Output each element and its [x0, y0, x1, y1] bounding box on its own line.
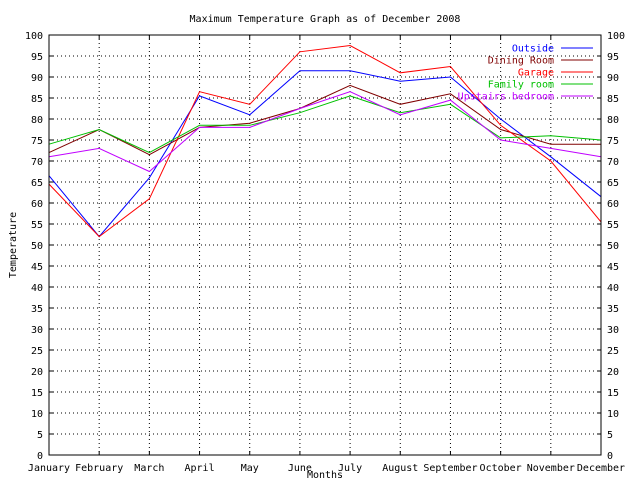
y-tick-label-left: 85 — [31, 94, 43, 105]
y-tick-label-left: 65 — [31, 178, 43, 189]
y-tick-label-left: 90 — [31, 73, 43, 84]
y-tick-label-left: 70 — [31, 157, 43, 168]
y-tick-label-right: 85 — [607, 94, 619, 105]
y-tick-label-right: 15 — [607, 388, 619, 399]
y-tick-label-left: 10 — [31, 409, 43, 420]
series-line-dining-room — [48, 84, 601, 156]
y-tick-label-left: 40 — [31, 283, 43, 294]
x-tick-label: August — [382, 463, 418, 474]
y-tick-label-left: 5 — [37, 430, 43, 441]
x-tick-label: April — [184, 463, 214, 474]
series-line-upstairs-bedroom — [48, 91, 602, 173]
y-tick-label-right: 60 — [607, 199, 619, 210]
y-tick-label-right: 95 — [607, 52, 619, 63]
x-tick-label: January — [28, 463, 70, 474]
x-tick-labels: January February March April May June July Augu… — [28, 463, 625, 474]
y-tick-label-right: 90 — [607, 73, 619, 84]
plot-frame — [48, 34, 602, 456]
y-tick-label-right: 75 — [607, 136, 619, 147]
y-tick-label-right: 65 — [607, 178, 619, 189]
y-tick-label-right: 55 — [607, 220, 619, 231]
legend-label: Garage — [518, 68, 554, 79]
series-line-family-room — [48, 95, 602, 154]
y-tick-label-left: 20 — [31, 367, 43, 378]
y-tick-label-left: 95 — [31, 52, 43, 63]
y-tick-label-left: 75 — [31, 136, 43, 147]
x-tick-label: September — [423, 463, 477, 474]
x-axis-label: Months — [307, 470, 343, 480]
y-tick-label-left: 60 — [31, 199, 43, 210]
y-tick-label-right: 25 — [607, 346, 619, 357]
x-tick-label: July — [338, 463, 362, 474]
y-tick-label-left: 15 — [31, 388, 43, 399]
x-tick-label: December — [577, 463, 625, 474]
series-lines — [48, 44, 602, 238]
legend-label: Dining Room — [488, 56, 554, 67]
y-tick-label-right: 5 — [607, 430, 613, 441]
series-line-garage — [48, 44, 602, 238]
y-tick-label-left: 50 — [31, 241, 43, 252]
y-tick-label-left: 30 — [31, 325, 43, 336]
x-tick-label: February — [75, 463, 123, 474]
y-tick-label-right: 10 — [607, 409, 619, 420]
x-tick-label: October — [480, 463, 522, 474]
y-tick-label-right: 20 — [607, 367, 619, 378]
x-tick-label: March — [134, 463, 164, 474]
y-tick-label-left: 100 — [25, 31, 43, 42]
y-tick-label-right: 30 — [607, 325, 619, 336]
y-tick-label-right: 100 — [607, 31, 625, 42]
y-tick-label-left: 55 — [31, 220, 43, 231]
chart-title: Maximum Temperature Graph as of December… — [190, 14, 461, 25]
grid-lines — [48, 34, 602, 456]
legend-label: Outside — [512, 44, 554, 55]
legend-label: Upstairs bedroom — [458, 92, 554, 103]
y-tick-label-right: 45 — [607, 262, 619, 273]
x-tick-label: May — [241, 463, 259, 474]
y-tick-label-left: 25 — [31, 346, 43, 357]
y-tick-label-left: 80 — [31, 115, 43, 126]
y-tick-label-right: 70 — [607, 157, 619, 168]
y-tick-label-left: 35 — [31, 304, 43, 315]
y-tick-label-right: 35 — [607, 304, 619, 315]
x-tick-label: June — [288, 463, 312, 474]
y-axis-label: Temperature — [8, 212, 19, 278]
y-tick-label-left: 0 — [37, 451, 43, 462]
y-tick-label-right: 40 — [607, 283, 619, 294]
y-tick-label-left: 45 — [31, 262, 43, 273]
y-tick-label-right: 0 — [607, 451, 613, 462]
y-tick-label-right: 50 — [607, 241, 619, 252]
series-line-outside — [48, 70, 602, 238]
x-tick-label: November — [527, 463, 575, 474]
y-tick-label-right: 80 — [607, 115, 619, 126]
legend-label: Family room — [488, 80, 554, 91]
